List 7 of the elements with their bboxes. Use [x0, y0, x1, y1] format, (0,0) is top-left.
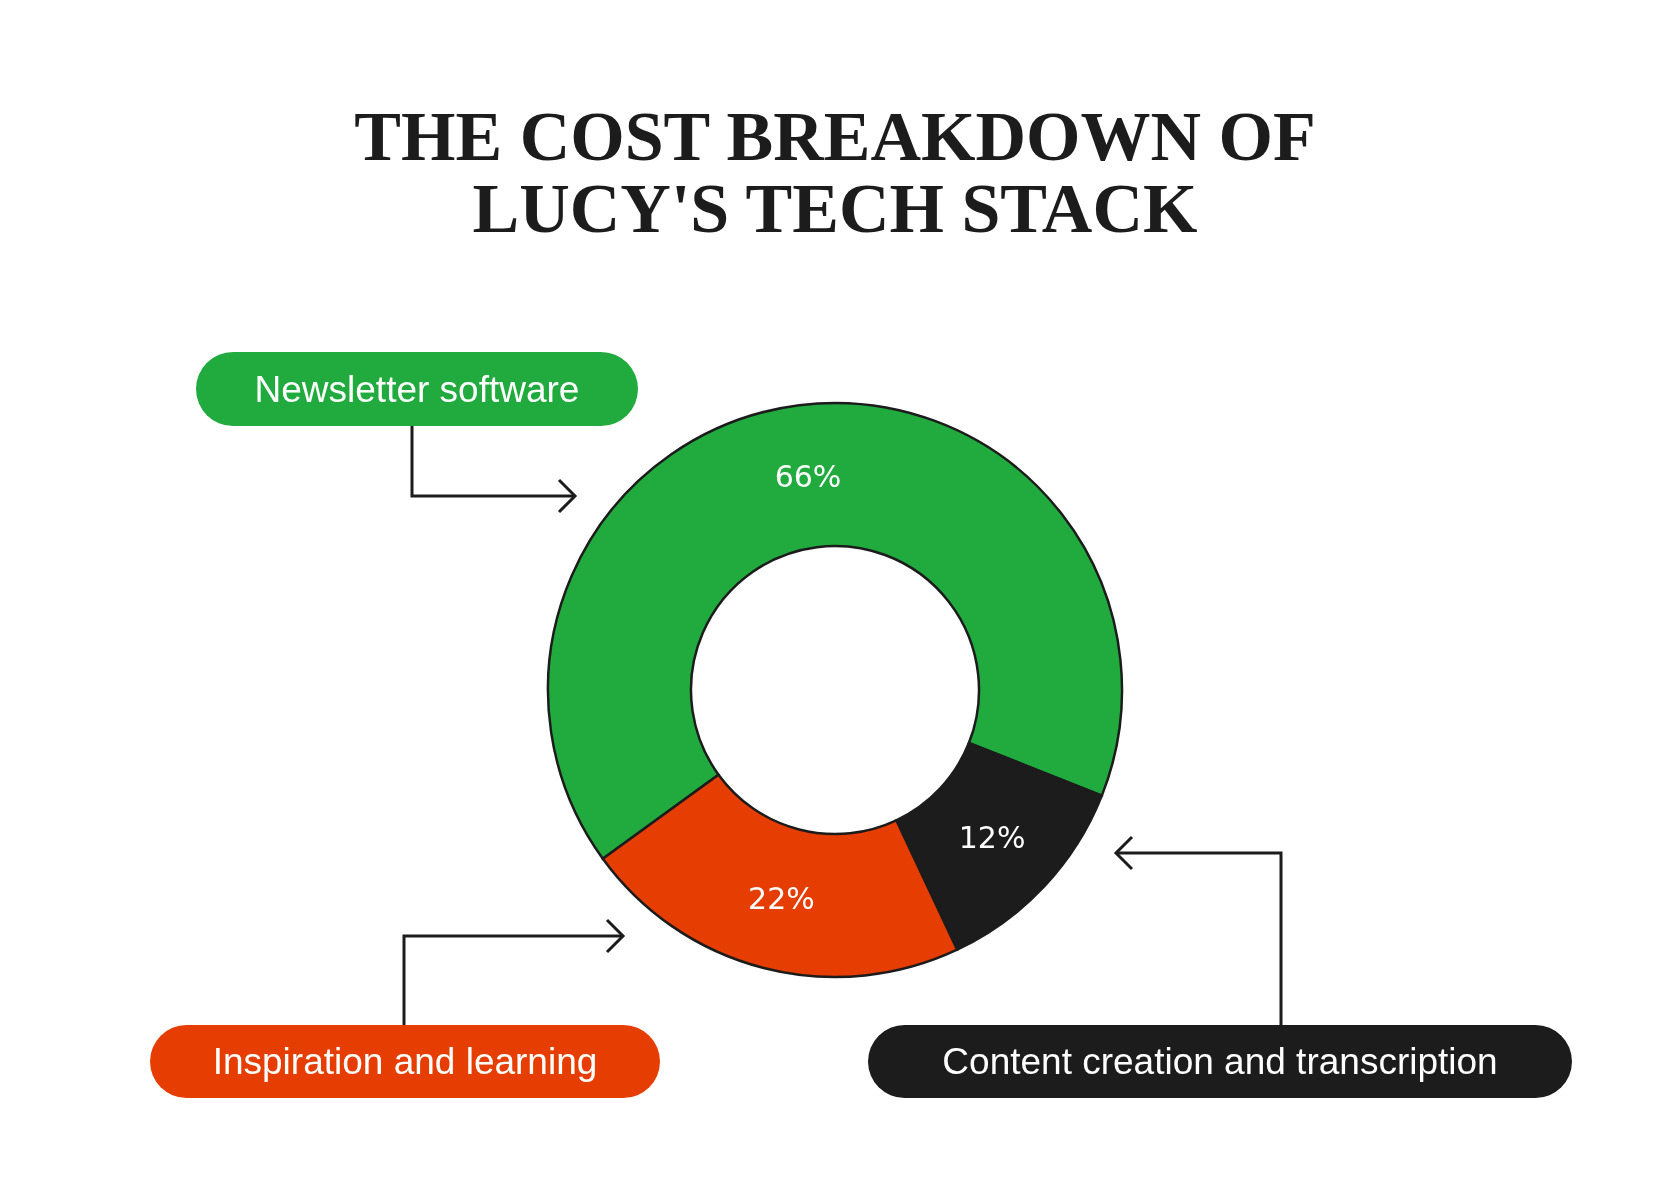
slice-label: Newsletter software — [254, 368, 580, 410]
data-label: 66% — [774, 458, 842, 494]
chart-title: THE COST BREAKDOWN OF LUCY'S TECH STACK — [354, 98, 1316, 247]
slice-label: Inspiration and learning — [212, 1041, 598, 1083]
data-label: 12% — [958, 820, 1026, 856]
slice-label: Content creation and transcription — [942, 1041, 1498, 1083]
data-label: 22% — [748, 881, 815, 917]
